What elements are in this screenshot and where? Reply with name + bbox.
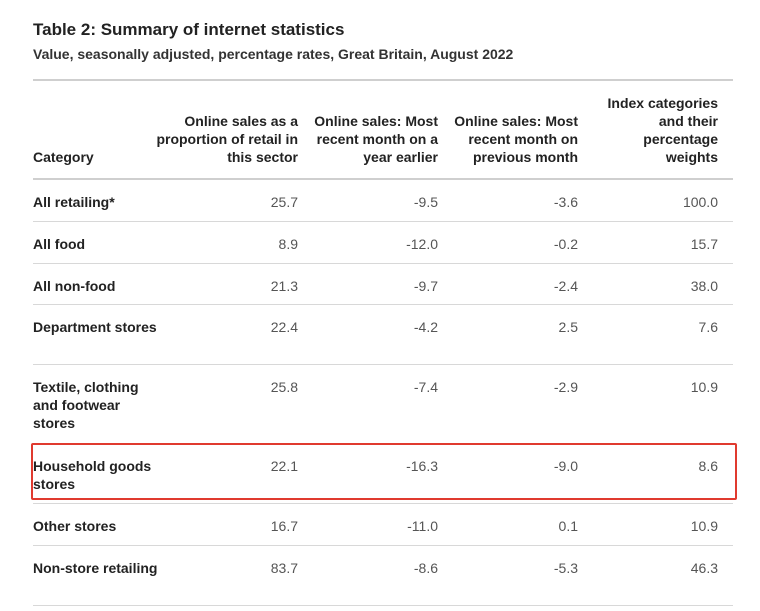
row-month-on-month: -0.2 (553, 236, 578, 252)
row-category: All retailing* (33, 194, 115, 210)
table-row: Other stores 16.7 -11.0 0.1 10.9 (33, 504, 733, 546)
row-online-proportion: 8.9 (278, 236, 298, 252)
row-category: Household goods stores (33, 458, 152, 492)
row-month-on-month: -5.3 (553, 560, 578, 576)
row-index-weight: 10.9 (690, 518, 718, 534)
table-subtitle: Value, seasonally adjusted, percentage r… (33, 46, 514, 62)
table-row: Household goods stores 22.1 -16.3 -9.0 8… (33, 444, 733, 504)
row-year-on-year: -16.3 (406, 458, 438, 474)
row-category: Textile, clothing and footwear stores (33, 379, 139, 431)
row-year-on-year: -9.7 (413, 278, 438, 294)
row-online-proportion: 16.7 (270, 518, 298, 534)
row-year-on-year: -7.4 (413, 379, 438, 395)
table-row: Non-store retailing 83.7 -8.6 -5.3 46.3 (33, 546, 733, 606)
header-index-weights: Index categories and their percentage we… (607, 95, 719, 165)
row-index-weight: 8.6 (698, 458, 718, 474)
row-online-proportion: 22.1 (270, 458, 298, 474)
header-year-on-year: Online sales: Most recent month on a yea… (314, 113, 438, 165)
header-category: Category (33, 149, 94, 165)
row-year-on-year: -11.0 (407, 518, 438, 534)
table-title: Table 2: Summary of internet statistics (33, 20, 345, 39)
row-online-proportion: 25.7 (270, 194, 298, 210)
row-category: Non-store retailing (33, 560, 158, 576)
row-index-weight: 7.6 (698, 319, 718, 335)
row-year-on-year: -9.5 (413, 194, 438, 210)
row-month-on-month: -9.0 (553, 458, 578, 474)
row-online-proportion: 25.8 (270, 379, 298, 395)
table-row: Department stores 22.4 -4.2 2.5 7.6 (33, 305, 733, 365)
row-month-on-month: 0.1 (558, 518, 578, 534)
row-index-weight: 100.0 (682, 194, 718, 210)
table-header-row: Category Online sales as a proportion of… (33, 81, 733, 180)
internet-statistics-table: Category Online sales as a proportion of… (33, 79, 733, 606)
row-index-weight: 15.7 (690, 236, 718, 252)
table-row: All food 8.9 -12.0 -0.2 15.7 (33, 222, 733, 264)
row-year-on-year: -12.0 (406, 236, 438, 252)
row-month-on-month: -3.6 (553, 194, 578, 210)
row-online-proportion: 22.4 (270, 319, 298, 335)
row-category: Other stores (33, 518, 117, 534)
row-year-on-year: -4.2 (413, 319, 438, 335)
header-month-on-month: Online sales: Most recent month on previ… (454, 113, 578, 165)
row-month-on-month: 2.5 (558, 319, 578, 335)
table-row: All retailing* 25.7 -9.5 -3.6 100.0 (33, 180, 733, 222)
table-row: Textile, clothing and footwear stores 25… (33, 365, 733, 444)
row-index-weight: 46.3 (690, 560, 718, 576)
header-online-proportion: Online sales as a proportion of retail i… (156, 113, 298, 165)
row-index-weight: 38.0 (690, 278, 718, 294)
row-category: All food (33, 236, 86, 252)
table-row: All non-food 21.3 -9.7 -2.4 38.0 (33, 264, 733, 305)
row-category: Department stores (33, 319, 157, 335)
row-month-on-month: -2.9 (553, 379, 578, 395)
row-year-on-year: -8.6 (413, 560, 438, 576)
row-category: All non-food (33, 278, 116, 294)
row-index-weight: 10.9 (690, 379, 718, 395)
row-online-proportion: 21.3 (270, 278, 298, 294)
row-month-on-month: -2.4 (553, 278, 578, 294)
row-online-proportion: 83.7 (270, 560, 298, 576)
